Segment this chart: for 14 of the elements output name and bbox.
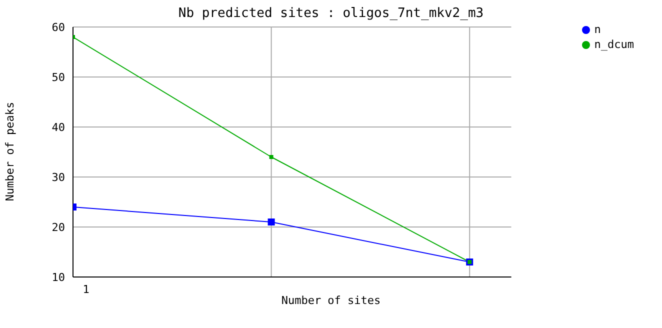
legend-label: n_dcum [594,38,634,51]
point [269,155,274,159]
point [268,218,275,226]
y-tick-label: 10 [52,270,65,284]
y-tick-label: 50 [52,70,65,84]
y-tick-label: 30 [52,170,65,184]
y-axis-title: Number of peaks [4,100,16,204]
y-tick-label: 60 [52,20,65,34]
y-tick-label: 20 [52,220,65,234]
x-axis-title: Number of sites [280,294,382,307]
chart-title: Nb predicted sites : oligos_7nt_mkv2_m3 [177,6,485,21]
x-tick-label: 1 [82,282,90,296]
legend-label: n [594,23,601,36]
y-tick-label: 40 [52,120,65,134]
